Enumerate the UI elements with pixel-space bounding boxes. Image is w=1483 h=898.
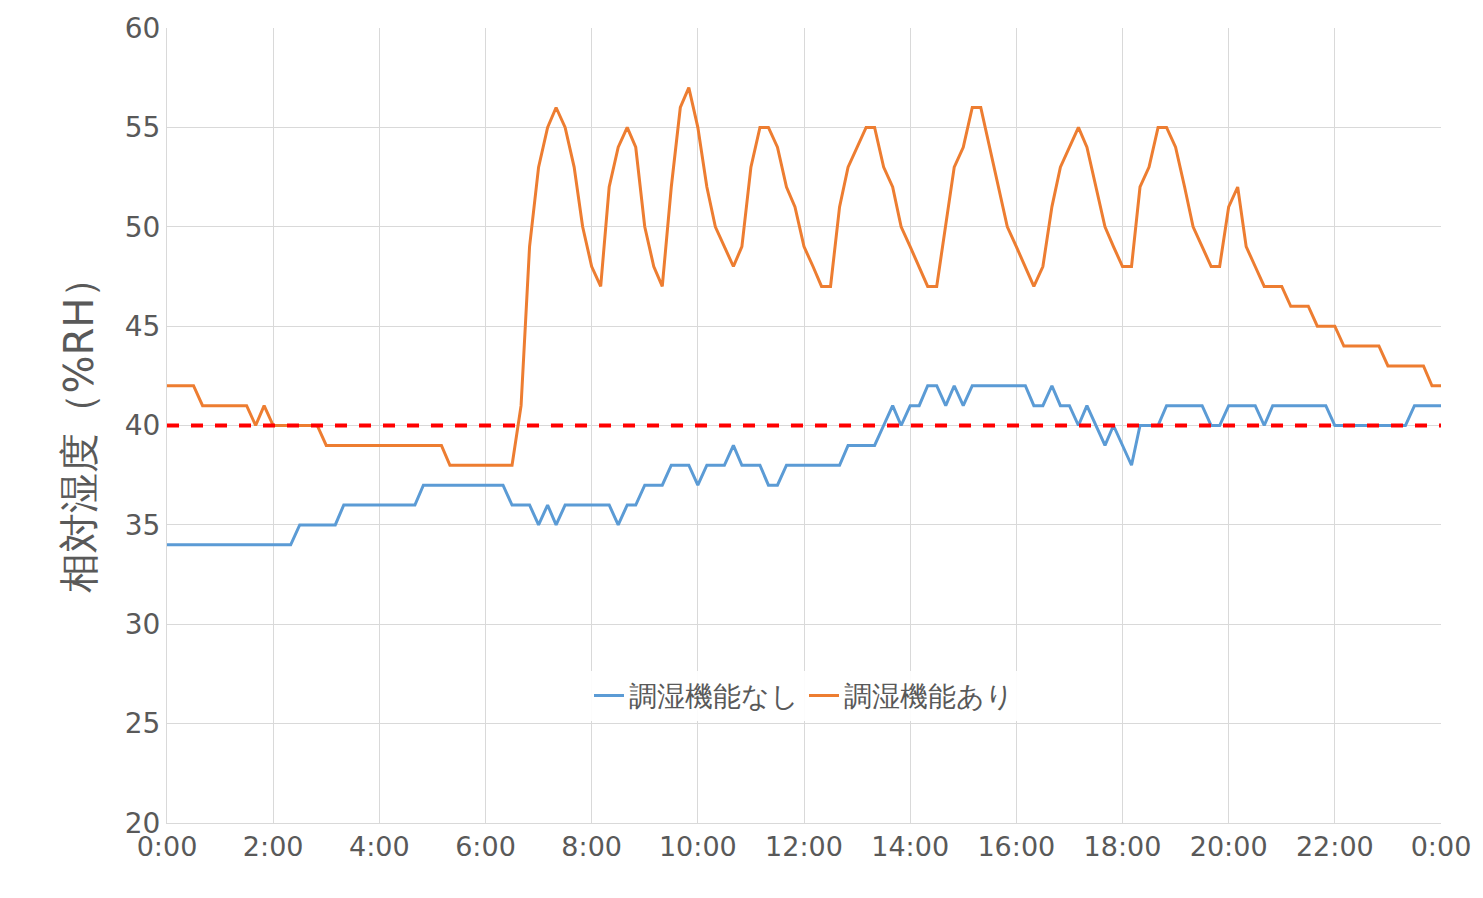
svg-text:16:00: 16:00 bbox=[977, 831, 1055, 862]
svg-text:0:00: 0:00 bbox=[137, 831, 198, 862]
svg-text:20:00: 20:00 bbox=[1190, 831, 1268, 862]
svg-text:2:00: 2:00 bbox=[243, 831, 304, 862]
svg-text:18:00: 18:00 bbox=[1084, 831, 1162, 862]
svg-text:相対湿度（%RH）: 相対湿度（%RH） bbox=[56, 258, 102, 594]
svg-text:40: 40 bbox=[125, 409, 161, 442]
svg-text:25: 25 bbox=[125, 707, 161, 740]
svg-text:55: 55 bbox=[125, 111, 161, 144]
svg-text:35: 35 bbox=[125, 509, 161, 542]
svg-text:50: 50 bbox=[125, 211, 161, 244]
svg-text:14:00: 14:00 bbox=[871, 831, 949, 862]
svg-text:20: 20 bbox=[125, 807, 161, 840]
svg-text:0:00: 0:00 bbox=[1411, 831, 1472, 862]
svg-text:45: 45 bbox=[125, 310, 161, 343]
svg-text:調湿機能あり: 調湿機能あり bbox=[844, 680, 1014, 713]
svg-text:30: 30 bbox=[125, 608, 161, 641]
svg-text:調湿機能なし: 調湿機能なし bbox=[629, 680, 799, 713]
svg-text:12:00: 12:00 bbox=[765, 831, 843, 862]
svg-text:10:00: 10:00 bbox=[659, 831, 737, 862]
svg-text:4:00: 4:00 bbox=[349, 831, 410, 862]
svg-text:22:00: 22:00 bbox=[1296, 831, 1374, 862]
svg-text:6:00: 6:00 bbox=[455, 831, 516, 862]
svg-text:60: 60 bbox=[125, 12, 161, 45]
svg-text:8:00: 8:00 bbox=[561, 831, 622, 862]
